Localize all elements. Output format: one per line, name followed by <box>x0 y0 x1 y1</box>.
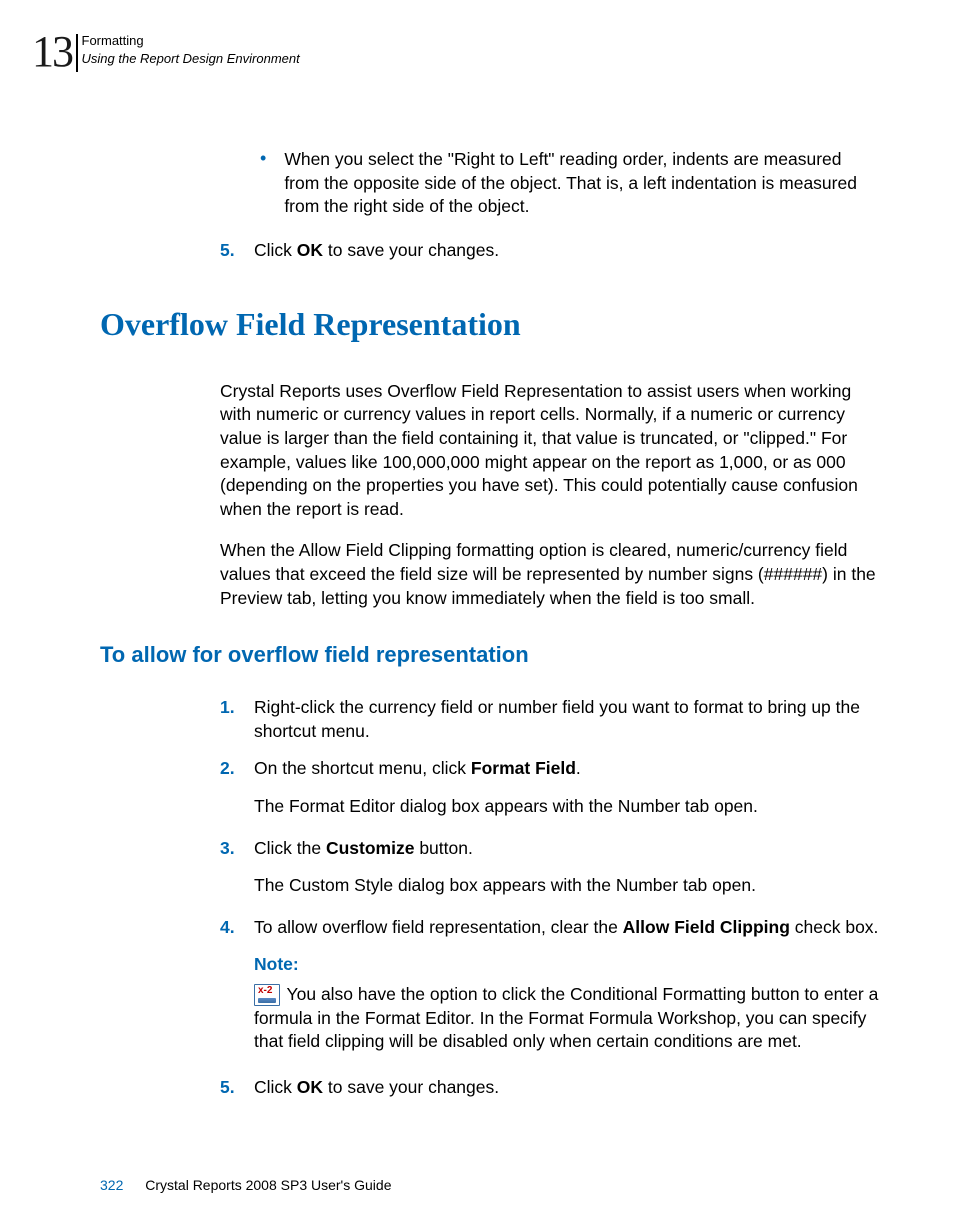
note-text: You also have the option to click the Co… <box>254 984 878 1051</box>
note-body: x-2 You also have the option to click th… <box>254 983 880 1054</box>
subsection-heading: To allow for overflow field representati… <box>100 640 880 670</box>
page-header: 13 Formatting Using the Report Design En… <box>32 30 300 74</box>
step-body: Click the Customize button. <box>254 837 880 861</box>
text: to save your changes. <box>323 1077 499 1097</box>
bold-text: Allow Field Clipping <box>623 917 790 937</box>
header-title: Formatting <box>82 32 300 50</box>
header-subtitle: Using the Report Design Environment <box>82 50 300 68</box>
bullet-text: When you select the "Right to Left" read… <box>284 148 880 219</box>
bold-text: Format Field <box>471 758 576 778</box>
header-text-block: Formatting Using the Report Design Envir… <box>82 30 300 68</box>
step-body: Click OK to save your changes. <box>254 239 880 263</box>
step-subtext: The Custom Style dialog box appears with… <box>254 874 880 898</box>
section-heading: Overflow Field Representation <box>100 303 880 346</box>
main-content: • When you select the "Right to Left" re… <box>220 148 880 1114</box>
note-block: Note: x-2 You also have the option to cl… <box>254 953 880 1054</box>
step-row: 5. Click OK to save your changes. <box>220 239 880 263</box>
icon-text: x-2 <box>258 986 272 996</box>
step-number: 1. <box>220 696 246 743</box>
page-number: 322 <box>100 1177 123 1193</box>
step-subtext: The Format Editor dialog box appears wit… <box>254 795 880 819</box>
text: On the shortcut menu, click <box>254 758 471 778</box>
step-row: 2. On the shortcut menu, click Format Fi… <box>220 757 880 781</box>
step-number: 5. <box>220 1076 246 1100</box>
step-number: 5. <box>220 239 246 263</box>
step-body: On the shortcut menu, click Format Field… <box>254 757 880 781</box>
text: Click the <box>254 838 326 858</box>
step-row: 5. Click OK to save your changes. <box>220 1076 880 1100</box>
step-body: To allow overflow field representation, … <box>254 916 880 940</box>
step-number: 4. <box>220 916 246 940</box>
text: Click <box>254 240 297 260</box>
text: button. <box>414 838 472 858</box>
chapter-number: 13 <box>32 30 72 74</box>
step-number: 2. <box>220 757 246 781</box>
bold-text: OK <box>297 240 323 260</box>
note-label: Note: <box>254 953 880 977</box>
paragraph: When the Allow Field Clipping formatting… <box>220 539 880 610</box>
text: to save your changes. <box>323 240 499 260</box>
bullet-icon: • <box>260 148 266 219</box>
step-number: 3. <box>220 837 246 861</box>
text: check box. <box>790 917 879 937</box>
text: . <box>576 758 581 778</box>
step-body: Click OK to save your changes. <box>254 1076 880 1100</box>
text: To allow overflow field representation, … <box>254 917 623 937</box>
bold-text: OK <box>297 1077 323 1097</box>
paragraph: Crystal Reports uses Overflow Field Repr… <box>220 380 880 522</box>
text: Click <box>254 1077 297 1097</box>
header-divider <box>76 34 78 72</box>
formula-icon: x-2 <box>254 984 280 1006</box>
step-body: Right-click the currency field or number… <box>254 696 880 743</box>
step-row: 3. Click the Customize button. <box>220 837 880 861</box>
step-row: 1. Right-click the currency field or num… <box>220 696 880 743</box>
footer-doc-title: Crystal Reports 2008 SP3 User's Guide <box>145 1177 391 1193</box>
bullet-item: • When you select the "Right to Left" re… <box>260 148 880 219</box>
bold-text: Customize <box>326 838 414 858</box>
page-footer: 322 Crystal Reports 2008 SP3 User's Guid… <box>100 1177 391 1193</box>
step-row: 4. To allow overflow field representatio… <box>220 916 880 940</box>
